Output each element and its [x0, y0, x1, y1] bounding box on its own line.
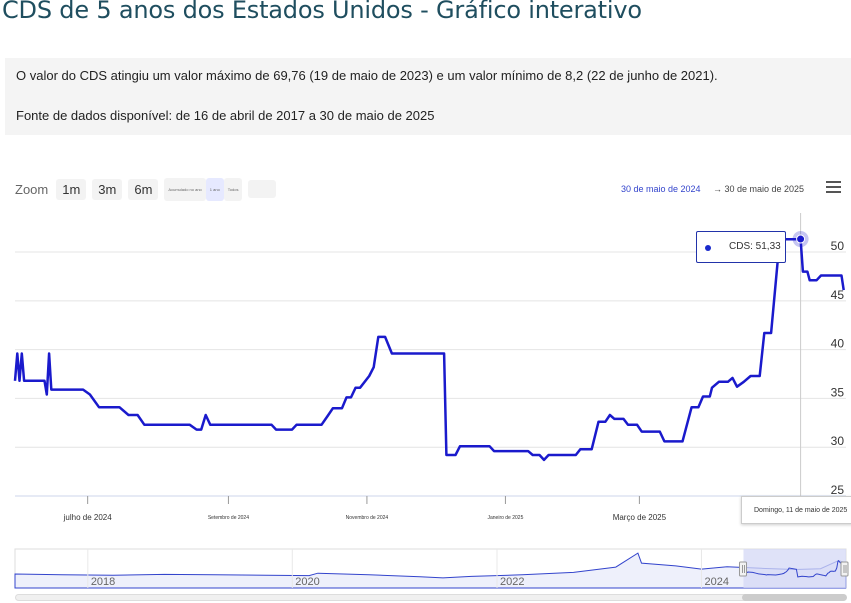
y-tick-label: 40: [831, 337, 845, 351]
navigator-year-label: 2018: [91, 576, 115, 588]
y-tick-label: 50: [831, 239, 845, 253]
navigator-year-label: 2020: [295, 576, 319, 588]
navigator-year-label: 2024: [704, 576, 728, 588]
series-dot-icon: [705, 245, 711, 251]
scrollbar-thumb[interactable]: [742, 594, 847, 601]
tooltip-text: CDS: 51,33: [729, 241, 781, 252]
x-tick-label: Novembro de 2024: [346, 515, 389, 521]
navigator-year-label: 2022: [500, 576, 524, 588]
x-tick-label: Janeiro de 2025: [487, 515, 523, 521]
y-tick-label: 30: [831, 434, 845, 448]
x-tick-label: julho de 2024: [63, 513, 113, 522]
y-tick-label: 45: [831, 288, 845, 302]
value-tooltip: CDS: 51,33: [696, 231, 786, 263]
x-tick-label: Setembro de 2024: [208, 515, 249, 521]
y-tick-label: 25: [831, 483, 845, 497]
date-tooltip: Domingo, 11 de maio de 2025: [741, 496, 851, 524]
scrollbar-track[interactable]: [15, 594, 846, 601]
x-tick-label: Março de 2025: [613, 513, 667, 522]
y-tick-label: 35: [831, 385, 845, 399]
hover-point: [797, 235, 805, 243]
